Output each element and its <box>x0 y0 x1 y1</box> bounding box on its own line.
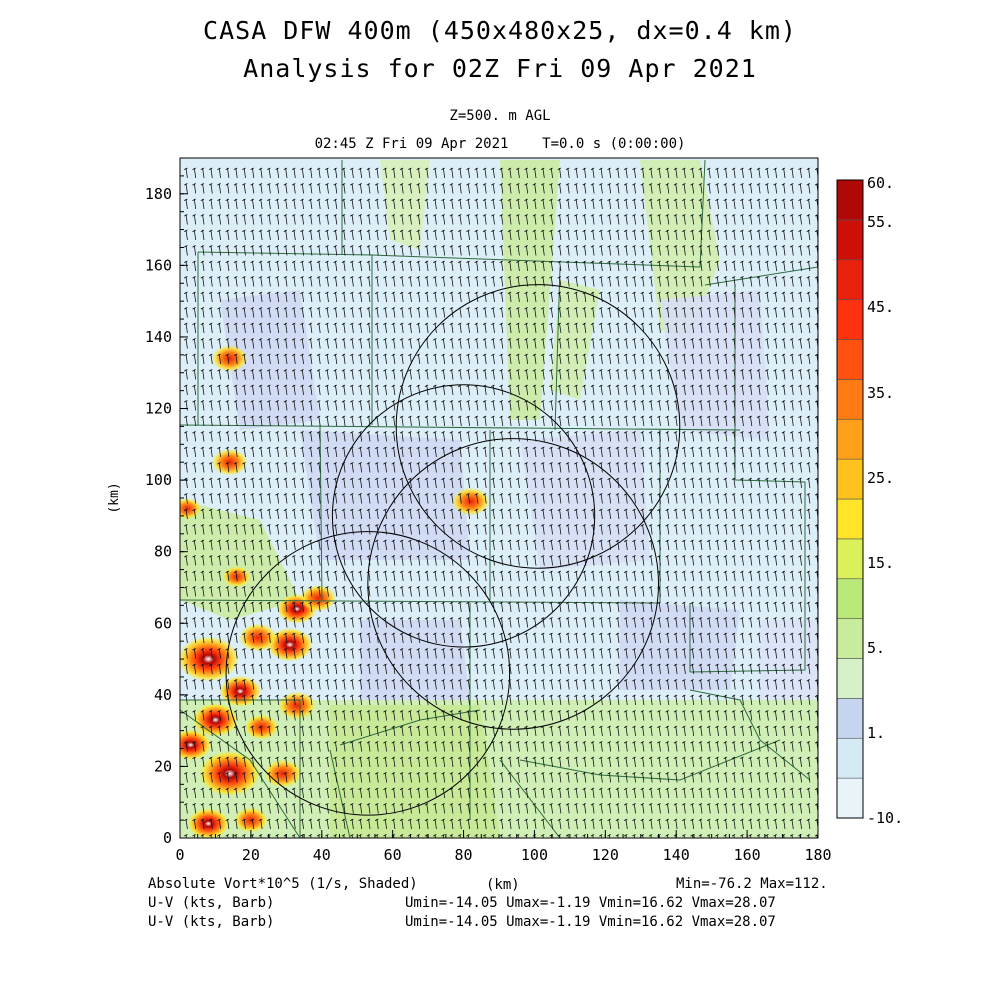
axes: 0 20 40 60 80 100 120 140 160 180 0 20 40 60 80 100 120 1… <box>145 157 832 864</box>
plot-title-line2: Analysis for 02Z Fri 09 Apr 2021 <box>243 54 757 83</box>
colorbar-swatch <box>836 777 864 819</box>
colorbar-swatch <box>836 339 864 380</box>
y-tick-label: 140 <box>145 328 172 346</box>
colorbar-swatch <box>836 458 864 500</box>
x-tick-label: 0 <box>175 846 184 864</box>
colorbar-swatch <box>836 498 864 540</box>
vorticity-hotspot <box>211 345 248 372</box>
colorbar-label: 35. <box>867 384 894 402</box>
radar-range-rings <box>225 284 681 816</box>
y-tick-label: 40 <box>154 686 172 704</box>
y-tick-label: 80 <box>154 543 172 561</box>
y-axis-label: (km) <box>107 482 122 513</box>
barb1-label: U-V (kts, Barb) <box>148 895 275 911</box>
field-label: Absolute Vort*10^5 (1/s, Shaded) <box>148 876 418 892</box>
x-tick-label: 140 <box>663 846 690 864</box>
y-tick-label: 60 <box>154 614 172 632</box>
colorbar-label: 25. <box>867 469 894 487</box>
vorticity-hotspot <box>187 808 230 838</box>
x-tick-label: 180 <box>804 846 831 864</box>
y-tick-label: 180 <box>145 185 172 203</box>
colorbar: -10. 1. 5. 15. 25. 35. 45. 55. 60. <box>836 174 903 827</box>
radar-ring <box>225 531 511 816</box>
vorticity-hotspot <box>263 759 302 788</box>
barb2-stats: Umin=-14.05 Umax=-1.19 Vmin=16.62 Vmax=2… <box>405 914 776 930</box>
x-tick-label: 160 <box>734 846 761 864</box>
radar-ring <box>331 384 596 648</box>
y-tick-label: 160 <box>145 256 172 274</box>
colorbar-label: 15. <box>867 554 894 572</box>
wind-barbs <box>184 167 818 838</box>
vorticity-hotspot <box>267 627 313 662</box>
colorbar-swatch <box>836 219 864 261</box>
colorbar-swatch <box>836 418 864 460</box>
vorticity-hotspot <box>211 448 248 476</box>
radar-ring <box>395 284 681 569</box>
y-tick-label: 120 <box>145 400 172 418</box>
vorticity-hotspot <box>180 636 239 682</box>
y-tick-label: 20 <box>154 757 172 775</box>
colorbar-swatch <box>836 179 864 221</box>
minmax-label: Min=-76.2 Max=112. <box>676 876 828 892</box>
barb1-stats: Umin=-14.05 Umax=-1.19 Vmin=16.62 Vmax=2… <box>405 895 776 911</box>
colorbar-swatch <box>836 299 864 340</box>
colorbar-swatch <box>836 618 864 659</box>
colorbar-label: 60. <box>867 174 894 192</box>
colorbar-label: 45. <box>867 298 894 316</box>
x-tick-label: 20 <box>242 846 260 864</box>
level-label: Z=500. m AGL <box>449 108 551 124</box>
y-tick-label: 0 <box>163 829 172 847</box>
vorticity-hotspot <box>300 584 337 612</box>
colorbar-swatch <box>836 578 864 619</box>
vorticity-hotspot <box>219 675 262 707</box>
colorbar-swatch <box>836 379 864 420</box>
plot-title-line1: CASA DFW 400m (450x480x25, dx=0.4 km) <box>203 16 797 45</box>
y-tick-label: 100 <box>145 471 172 489</box>
colorbar-swatch <box>836 259 864 300</box>
radar-ring <box>367 438 660 730</box>
colorbar-swatch <box>836 538 864 580</box>
colorbar-swatch <box>836 698 864 739</box>
colorbar-frame <box>836 179 864 819</box>
time-label: 02:45 Z Fri 09 Apr 2021 T=0.0 s (0:00:00… <box>314 136 686 152</box>
x-tick-label: 60 <box>384 846 402 864</box>
colorbar-label: 1. <box>867 724 885 742</box>
wind-barb-field <box>184 167 818 838</box>
vorticity-hotspot <box>278 691 316 720</box>
x-tick-label: 100 <box>521 846 548 864</box>
x-axis-label: (km) <box>486 877 520 893</box>
x-tick-label: 120 <box>592 846 619 864</box>
colorbar-swatch <box>836 658 864 699</box>
vorticity-hotspot <box>180 498 202 520</box>
barb2-label: U-V (kts, Barb) <box>148 914 275 930</box>
vorticity-hotspot <box>180 729 212 761</box>
colorbar-label: 55. <box>867 213 894 231</box>
vorticity-hotspot <box>451 487 490 516</box>
x-tick-label: 80 <box>455 846 473 864</box>
colorbar-label: -10. <box>867 809 903 827</box>
x-tick-label: 40 <box>313 846 331 864</box>
colorbar-label: 5. <box>867 639 885 657</box>
vorticity-hotspot <box>239 623 277 652</box>
colorbar-swatch <box>836 737 864 779</box>
